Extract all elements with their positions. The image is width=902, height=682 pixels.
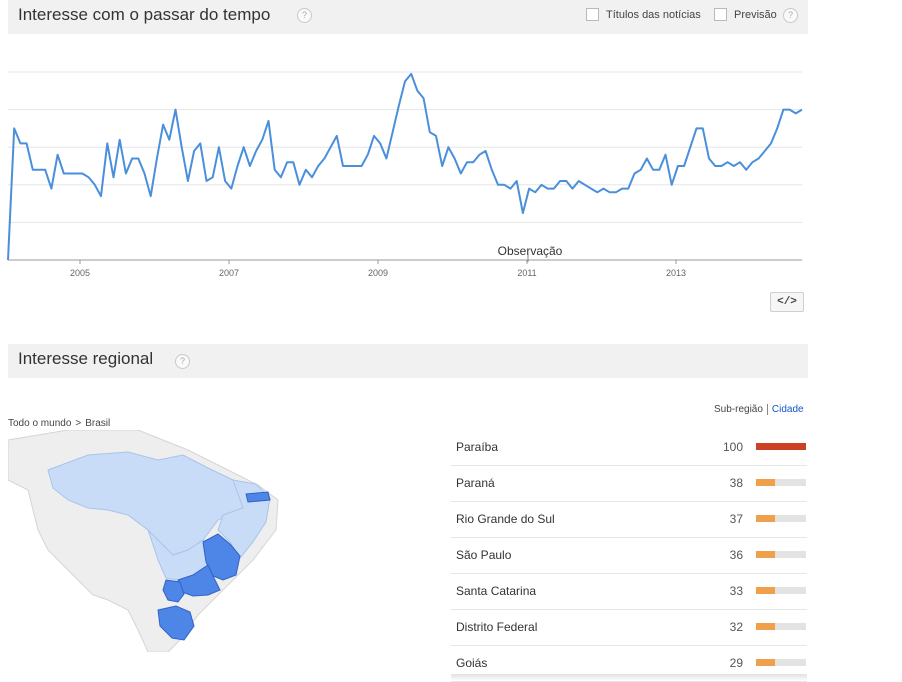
- news-headlines-option[interactable]: Títulos das notícias: [586, 8, 701, 21]
- region-name: São Paulo: [456, 548, 512, 562]
- breadcrumb-world[interactable]: Todo o mundo: [8, 418, 72, 429]
- region-value: 29: [729, 656, 743, 670]
- region-value: 37: [729, 512, 743, 526]
- region-value: 38: [729, 476, 743, 490]
- region-bar-fill: [756, 587, 775, 594]
- help-icon[interactable]: ?: [175, 354, 190, 369]
- region-bar-fill: [756, 659, 775, 666]
- region-bar-track: [756, 515, 806, 522]
- region-bar-fill: [756, 551, 775, 558]
- x-tick-label: 2007: [219, 268, 239, 278]
- region-bar-track: [756, 443, 806, 450]
- chart-annotation[interactable]: Observação: [498, 244, 563, 258]
- breadcrumb-brazil: Brasil: [85, 418, 111, 429]
- region-sao-paulo-high[interactable]: [177, 564, 221, 597]
- region-bar-fill: [756, 515, 775, 522]
- help-icon[interactable]: ?: [297, 8, 312, 23]
- help-icon[interactable]: ?: [783, 8, 798, 23]
- x-tick-label: 2011: [517, 268, 536, 278]
- x-tick-label: 2013: [666, 268, 686, 278]
- region-paraiba-high[interactable]: [245, 491, 271, 503]
- breadcrumb: Todo o mundo > Brasil: [8, 418, 114, 429]
- region-bar-fill: [756, 443, 806, 450]
- region-bar-track: [756, 479, 806, 486]
- chart-series: [7, 72, 803, 261]
- region-row[interactable]: Goiás 29: [451, 646, 807, 682]
- region-row[interactable]: Paraíba 100: [451, 430, 807, 466]
- region-name: Goiás: [456, 656, 488, 670]
- series-line[interactable]: [7, 72, 803, 261]
- region-row[interactable]: Rio Grande do Sul 37: [451, 502, 807, 538]
- region-bar-track: [756, 659, 806, 666]
- subregion-tab[interactable]: Sub-região: [714, 404, 768, 415]
- region-bar-fill: [756, 623, 775, 630]
- embed-code-button[interactable]: </>: [770, 292, 804, 312]
- region-parana-high[interactable]: [162, 579, 185, 603]
- region-name: Rio Grande do Sul: [456, 512, 555, 526]
- time-section-header: Interesse com o passar do tempo ? Título…: [8, 0, 808, 34]
- chart-x-ticks: 2005 2007 2009 2011 2013: [70, 260, 686, 278]
- region-value: 36: [729, 548, 743, 562]
- region-row[interactable]: Santa Catarina 33: [451, 574, 807, 610]
- region-name: Paraíba: [456, 440, 499, 454]
- list-bottom-shadow: [451, 674, 807, 681]
- chart-grid: [8, 71, 802, 261]
- region-list: Paraíba 100 Paraná 38 Rio Grande do Sul 37 São…: [451, 430, 807, 682]
- news-headlines-checkbox[interactable]: [586, 8, 599, 21]
- region-value: 32: [729, 620, 743, 634]
- forecast-option[interactable]: Previsão: [714, 8, 777, 21]
- interest-over-time-chart[interactable]: 2005 2007 2009 2011 2013 Observação: [0, 36, 810, 286]
- x-tick-label: 2005: [70, 268, 90, 278]
- region-row[interactable]: Paraná 38: [451, 466, 807, 502]
- time-section-title: Interesse com o passar do tempo: [18, 5, 271, 24]
- city-link[interactable]: Cidade: [771, 404, 804, 415]
- forecast-checkbox[interactable]: [714, 8, 727, 21]
- region-rio-grande-do-sul-high[interactable]: [157, 605, 195, 641]
- brazil-region-map[interactable]: [8, 430, 308, 652]
- region-name: Santa Catarina: [456, 584, 537, 598]
- region-bar-fill: [756, 479, 775, 486]
- regional-section-title: Interesse regional: [18, 349, 154, 368]
- view-switch: Sub-região Cidade: [714, 404, 804, 415]
- x-tick-label: 2009: [368, 268, 388, 278]
- region-value: 100: [722, 440, 743, 454]
- forecast-label: Previsão: [734, 8, 777, 21]
- region-row[interactable]: Distrito Federal 32: [451, 610, 807, 646]
- region-bar-track: [756, 551, 806, 558]
- region-value: 33: [729, 584, 743, 598]
- region-bar-track: [756, 587, 806, 594]
- regional-section-header: Interesse regional ?: [8, 344, 808, 378]
- breadcrumb-separator: >: [75, 418, 82, 429]
- news-headlines-label: Títulos das notícias: [606, 8, 701, 21]
- region-row[interactable]: São Paulo 36: [451, 538, 807, 574]
- region-name: Distrito Federal: [456, 620, 538, 634]
- region-name: Paraná: [456, 476, 495, 490]
- region-bar-track: [756, 623, 806, 630]
